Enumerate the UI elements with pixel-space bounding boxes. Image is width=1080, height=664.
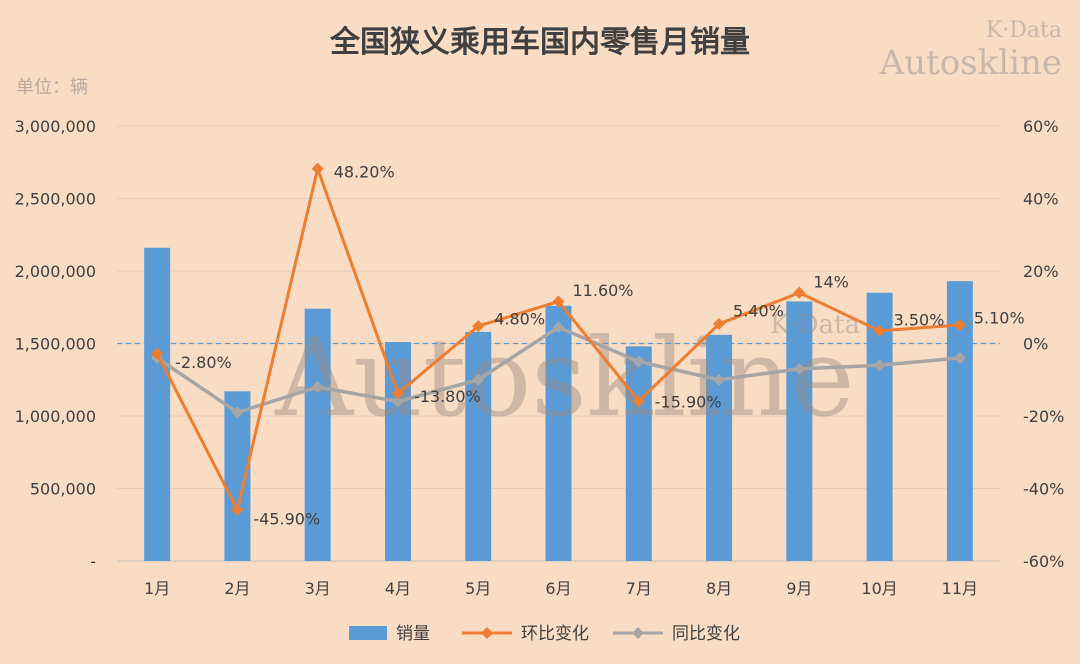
legend-item-sales: 销量 xyxy=(349,624,430,644)
bar xyxy=(786,301,813,561)
series-point xyxy=(311,162,324,175)
corner-watermark: K·Data Autoskline xyxy=(879,18,1062,83)
series-point xyxy=(552,321,565,334)
corner-watermark-large: Autoskline xyxy=(879,43,1062,83)
legend-marker xyxy=(481,627,493,639)
x-tick-label: 4月 xyxy=(385,579,411,598)
legend-label: 同比变化 xyxy=(672,624,740,644)
y-right-tick-label: -40% xyxy=(1023,480,1064,499)
corner-watermark-small: K·Data xyxy=(985,18,1062,43)
legend-item-mom: 环比变化 xyxy=(462,624,589,644)
x-tick-label: 11月 xyxy=(942,579,978,598)
data-label: -2.80% xyxy=(175,353,232,372)
chart-title: 全国狭义乘用车国内零售月销量 xyxy=(329,25,750,60)
legend-label: 环比变化 xyxy=(521,624,589,644)
series-point xyxy=(552,295,565,308)
y-right-tick-label: 0% xyxy=(1023,335,1048,354)
x-tick-label: 3月 xyxy=(305,579,331,598)
bar xyxy=(384,342,411,561)
line-series: -2.80% -45.90% 48.20% -13.80% 4.80% 11.60% -15… xyxy=(151,162,1025,528)
y-right-tick-label: 40% xyxy=(1023,190,1059,209)
x-tick-label: 1月 xyxy=(144,579,170,598)
x-tick-label: 2月 xyxy=(224,579,250,598)
series-point xyxy=(231,503,244,516)
series-point xyxy=(713,373,726,386)
data-label: 4.80% xyxy=(494,310,545,329)
y-left-tick-label: 2,000,000 xyxy=(15,262,96,281)
legend: 销量 环比变化 同比变化 xyxy=(349,624,740,644)
center-watermark: Autoskline xyxy=(274,316,854,441)
y-left-tick-label: 3,000,000 xyxy=(15,117,96,136)
y-left-tick-label: - xyxy=(90,552,96,571)
y-right-tick-label: -60% xyxy=(1023,552,1064,571)
series-point xyxy=(472,373,485,386)
bar xyxy=(545,305,572,561)
axes: - 500,000 1,000,000 1,500,000 2,000,000 2,500… xyxy=(15,117,1065,598)
series-point xyxy=(873,324,886,337)
unit-label: 单位：辆 xyxy=(16,77,88,98)
data-label: -15.90% xyxy=(655,393,722,412)
bar xyxy=(304,308,331,561)
data-label: 48.20% xyxy=(334,162,395,181)
y-left-tick-label: 1,500,000 xyxy=(15,335,96,354)
data-label: 5.10% xyxy=(974,309,1025,328)
series-point xyxy=(231,406,244,419)
data-label: 3.50% xyxy=(894,310,945,329)
data-label: 14% xyxy=(813,272,849,291)
data-label: 5.40% xyxy=(733,301,784,320)
bar xyxy=(706,334,733,561)
y-left-tick-label: 500,000 xyxy=(30,480,96,499)
x-tick-label: 7月 xyxy=(626,579,652,598)
series-point xyxy=(472,320,485,333)
series-point xyxy=(953,352,966,364)
bar xyxy=(625,346,652,561)
series-point xyxy=(151,347,164,360)
legend-item-yoy: 同比变化 xyxy=(613,624,740,644)
legend-marker xyxy=(632,627,644,639)
y-left-tick-label: 1,000,000 xyxy=(15,407,96,426)
legend-swatch xyxy=(349,626,387,640)
series-point xyxy=(873,359,886,372)
bar xyxy=(465,331,492,561)
series-point xyxy=(793,286,806,299)
series-point xyxy=(713,317,726,330)
x-tick-label: 6月 xyxy=(545,579,571,598)
data-label: -45.90% xyxy=(253,509,320,528)
x-tick-label: 10月 xyxy=(861,579,897,598)
legend-label: 销量 xyxy=(396,624,430,644)
x-tick-label: 8月 xyxy=(706,579,732,598)
bar-series xyxy=(144,247,973,562)
y-right-tick-label: -20% xyxy=(1023,407,1064,426)
x-tick-label: 5月 xyxy=(465,579,491,598)
x-tick-label: 9月 xyxy=(786,579,812,598)
series-point xyxy=(311,381,324,393)
series-point xyxy=(391,395,404,408)
bar xyxy=(144,247,171,562)
series-point xyxy=(391,387,404,400)
y-right-tick-label: 20% xyxy=(1023,262,1059,281)
series-point xyxy=(632,395,645,408)
data-label: 11.60% xyxy=(573,281,634,300)
data-label: -13.80% xyxy=(414,387,481,406)
series-point xyxy=(632,355,645,368)
series-point xyxy=(953,319,966,332)
series-point xyxy=(793,362,806,375)
y-right-tick-label: 60% xyxy=(1023,117,1059,136)
y-left-tick-label: 2,500,000 xyxy=(15,190,96,209)
bar xyxy=(866,292,893,561)
